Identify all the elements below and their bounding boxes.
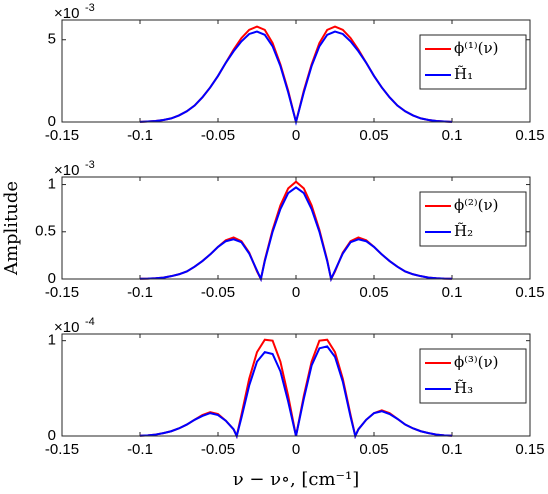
legend-label: H̃₃ [454,379,473,397]
x-tick-label: 0.05 [359,284,388,301]
scale-exponent: -3 [85,159,95,171]
x-tick-label: 0.1 [442,127,463,144]
scale-base: ×10 [54,5,79,22]
y-tick-label: 5 [48,31,56,48]
scale-exponent: -3 [85,2,95,14]
axes-box [61,176,531,280]
x-tick-label: 0.15 [515,127,544,144]
x-tick-label: -0.15 [45,127,79,144]
x-tick-label: 0.1 [442,284,463,301]
x-tick-label: -0.05 [201,284,235,301]
y-tick-label: 0 [48,113,56,130]
x-tick-label: -0.15 [45,284,79,301]
axes-box [61,333,531,437]
legend-label: ϕ⁽³⁾(ν) [454,353,498,371]
x-tick-label: -0.15 [45,441,79,458]
series-line [139,186,453,283]
y-axis-label: Amplitude [1,181,22,276]
legend-box [419,348,527,404]
legend-box [419,191,527,247]
x-tick-label: 0 [292,284,300,301]
y-tick-label: 1 [48,176,56,193]
legend-label: ϕ⁽²⁾(ν) [454,196,498,214]
legend-label: ϕ⁽¹⁾(ν) [454,39,498,57]
x-tick-label: -0.1 [127,127,153,144]
x-axis-label: ν − ν∘, [cm⁻¹] [233,469,360,490]
scale-exponent: -4 [85,316,95,328]
x-tick-label: 0 [292,441,300,458]
x-tick-label: 0.05 [359,441,388,458]
y-tick-label: 0 [48,427,56,444]
x-tick-label: 0.1 [442,441,463,458]
scale-base: ×10 [54,162,79,179]
y-tick-label: 0.5 [35,223,56,240]
x-tick-label: 0.15 [515,284,544,301]
x-tick-label: 0.05 [359,127,388,144]
x-tick-label: -0.05 [201,441,235,458]
y-tick-label: 1 [48,332,56,349]
x-tick-label: 0.15 [515,441,544,458]
scale-base: ×10 [54,319,79,336]
x-tick-label: -0.1 [127,441,153,458]
legend-label: H̃₁ [454,65,473,83]
legend-box [419,34,527,90]
y-tick-label: 0 [48,270,56,287]
axes-box [61,19,531,123]
x-tick-label: -0.05 [201,127,235,144]
legend-label: H̃₂ [454,222,473,240]
x-tick-label: 0 [292,127,300,144]
x-tick-label: -0.1 [127,284,153,301]
